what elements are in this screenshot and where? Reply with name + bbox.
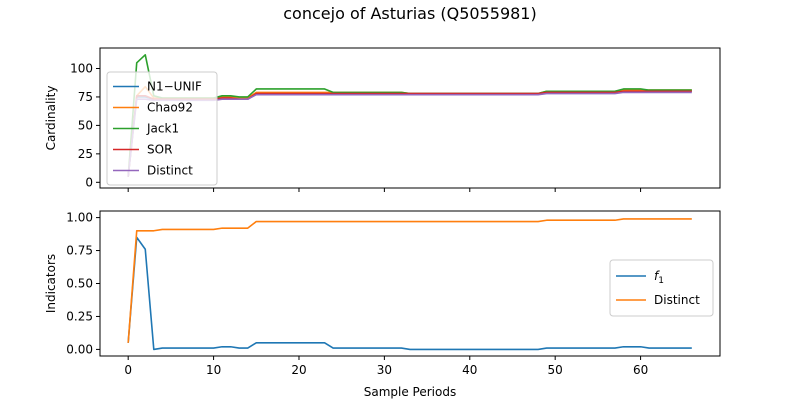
legend-label-2: Jack1 (146, 122, 179, 136)
y-tick-label: 0.00 (66, 342, 93, 356)
y-tick-label: 0.50 (66, 277, 93, 291)
cardinality-panel: 0 25 50 75 100 Cardinality N1−UNIF Chao92 Jack1 S… (44, 47, 721, 192)
legend: f1 Distinct (609, 259, 714, 317)
y-tick-label: 1.00 (66, 211, 93, 225)
legend-label-0: N1−UNIF (147, 80, 202, 94)
legend-label-4: Distinct (147, 164, 193, 178)
y-tick-label: 50 (78, 118, 93, 132)
legend-label-3: SOR (147, 143, 172, 157)
series-line-3 (127, 90, 692, 177)
x-tick-label: 0 (124, 363, 132, 377)
legend-label-0: f1 (654, 269, 664, 286)
y-axis-label: Cardinality (44, 86, 58, 151)
x-axis-label: Sample Periods (364, 385, 456, 399)
axes-frame (99, 47, 721, 189)
legend: N1−UNIF Chao92 Jack1 SOR Distinct (106, 71, 218, 186)
legend-label-1: Distinct (654, 293, 700, 307)
x-tick-label: 10 (206, 363, 221, 377)
series-line-0 (127, 236, 692, 351)
legend-box (106, 71, 218, 186)
x-tick-label: 30 (377, 363, 392, 377)
x-tick-label: 50 (548, 363, 563, 377)
y-tick-label: 25 (78, 147, 93, 161)
chart-title: concejo of Asturias (Q5055981) (283, 4, 536, 23)
legend-box (609, 259, 714, 317)
y-tick-label: 100 (70, 61, 93, 75)
y-tick-label: 75 (78, 90, 93, 104)
series-line-4 (127, 91, 692, 177)
y-tick-label: 0 (85, 175, 93, 189)
x-tick-label: 20 (291, 363, 306, 377)
y-axis-label: Indicators (44, 254, 58, 313)
legend-label-1: Chao92 (147, 101, 193, 115)
x-tick-label: 40 (462, 363, 477, 377)
y-tick-label: 0.25 (66, 309, 93, 323)
y-tick-label: 0.75 (66, 244, 93, 258)
series-line-1 (127, 218, 692, 343)
x-tick-label: 60 (633, 363, 648, 377)
indicators-panel: 0 10 20 30 40 50 60 0.00 0.25 0.50 0.75 1.00 Indicat… (44, 210, 721, 399)
